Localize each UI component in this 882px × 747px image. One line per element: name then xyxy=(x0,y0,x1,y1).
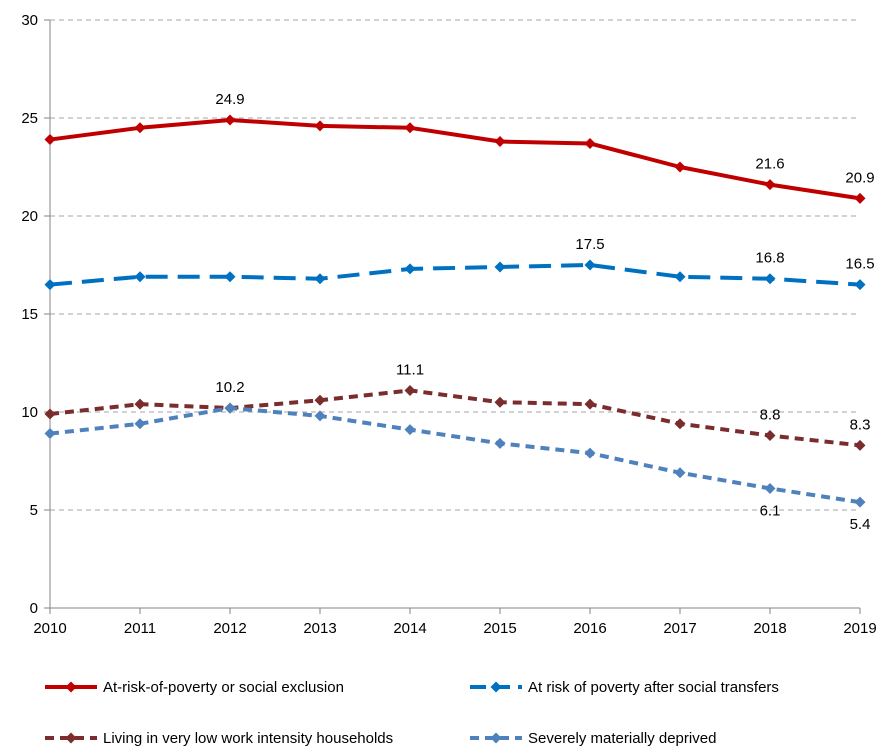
data-point xyxy=(674,271,686,283)
data-label: 6.1 xyxy=(760,502,781,519)
data-point xyxy=(134,398,146,410)
data-point xyxy=(584,398,596,410)
data-point xyxy=(494,136,506,148)
legend-swatch-marker xyxy=(490,681,502,693)
x-tick-label: 2018 xyxy=(753,620,786,637)
data-point xyxy=(314,120,326,132)
data-point xyxy=(854,192,866,204)
x-tick-label: 2017 xyxy=(663,620,696,637)
data-point xyxy=(764,179,776,191)
x-tick-label: 2014 xyxy=(393,620,426,637)
data-point xyxy=(404,424,416,436)
legend-label: Living in very low work intensity househ… xyxy=(103,730,393,747)
legend-label: Severely materially deprived xyxy=(528,730,716,747)
data-label: 17.5 xyxy=(575,236,604,253)
y-tick-label: 10 xyxy=(21,404,38,421)
data-point xyxy=(584,447,596,459)
x-tick-label: 2011 xyxy=(124,620,156,637)
legend-label: At risk of poverty after social transfer… xyxy=(528,679,779,696)
legend-swatch-marker xyxy=(490,732,502,744)
data-point xyxy=(854,279,866,291)
data-point xyxy=(854,439,866,451)
data-point xyxy=(764,273,776,285)
data-label: 21.6 xyxy=(755,156,784,173)
data-point xyxy=(674,418,686,430)
data-point xyxy=(44,428,56,440)
data-label: 8.8 xyxy=(760,407,781,424)
y-tick-label: 20 xyxy=(21,208,38,225)
series-line-3 xyxy=(49,388,861,448)
data-point xyxy=(314,273,326,285)
series-line-2 xyxy=(49,263,861,287)
data-point xyxy=(494,261,506,273)
data-label: 24.9 xyxy=(215,91,244,108)
data-point xyxy=(314,410,326,422)
data-label: 10.2 xyxy=(215,379,244,396)
data-point xyxy=(404,384,416,396)
x-tick-label: 2015 xyxy=(483,620,516,637)
x-tick-label: 2013 xyxy=(303,620,336,637)
data-point xyxy=(134,418,146,430)
data-point xyxy=(314,394,326,406)
data-point xyxy=(44,279,56,291)
y-tick-label: 15 xyxy=(21,306,38,323)
data-label: 16.8 xyxy=(755,250,784,267)
data-point xyxy=(224,271,236,283)
data-point xyxy=(764,482,776,494)
data-point xyxy=(404,122,416,134)
legend-label: At-risk-of-poverty or social exclusion xyxy=(103,679,344,696)
data-point xyxy=(44,408,56,420)
data-point xyxy=(224,402,236,414)
data-point xyxy=(494,437,506,449)
data-label: 16.5 xyxy=(845,256,874,273)
y-tick-label: 30 xyxy=(21,12,38,29)
data-label: 20.9 xyxy=(845,169,874,186)
y-tick-label: 5 xyxy=(30,502,38,519)
x-tick-label: 2016 xyxy=(573,620,606,637)
data-point xyxy=(584,259,596,271)
data-label: 11.1 xyxy=(396,361,424,378)
legend-swatch-marker xyxy=(65,681,77,693)
data-point xyxy=(764,430,776,442)
legend-swatch-marker xyxy=(65,732,77,744)
data-point xyxy=(494,396,506,408)
data-point xyxy=(674,467,686,479)
data-point xyxy=(854,496,866,508)
data-point xyxy=(224,114,236,126)
data-point xyxy=(44,134,56,146)
y-tick-label: 0 xyxy=(30,600,38,617)
x-tick-label: 2010 xyxy=(33,620,66,637)
data-point xyxy=(404,263,416,275)
series-line-4 xyxy=(49,406,861,505)
data-point xyxy=(134,122,146,134)
data-point xyxy=(584,137,596,149)
data-label: 5.4 xyxy=(850,516,871,533)
data-point xyxy=(134,271,146,283)
x-tick-label: 2019 xyxy=(843,620,876,637)
series-line-1 xyxy=(49,117,861,201)
data-label: 8.3 xyxy=(850,416,871,433)
data-point xyxy=(674,161,686,173)
x-tick-label: 2012 xyxy=(213,620,246,637)
y-tick-label: 25 xyxy=(21,110,38,127)
